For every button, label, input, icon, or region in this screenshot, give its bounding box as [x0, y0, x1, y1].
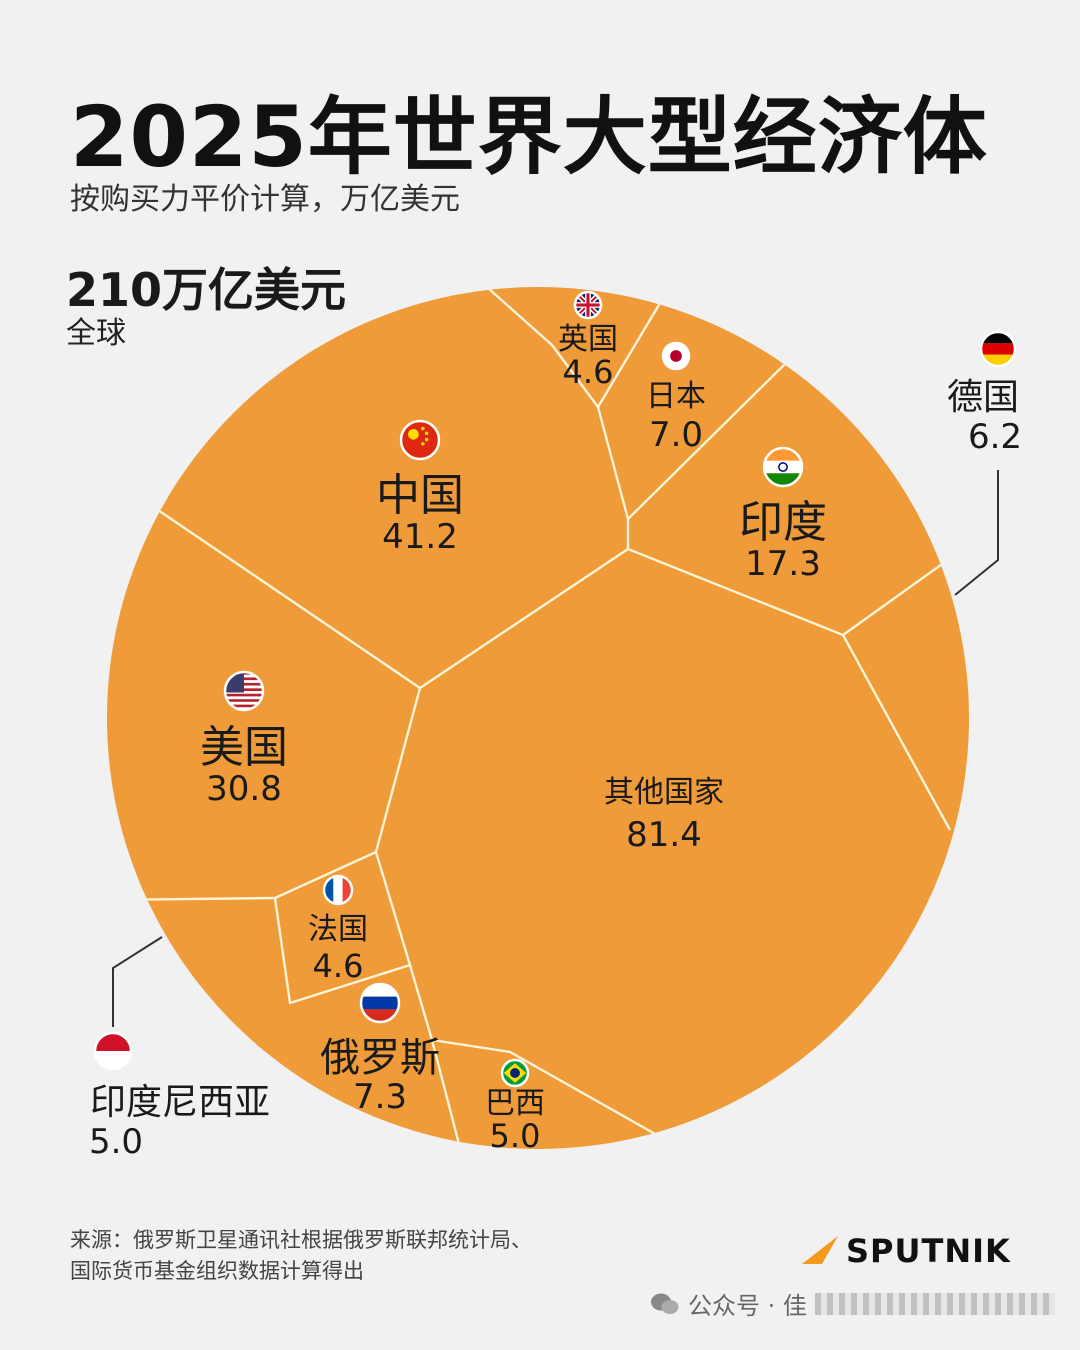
- brazil-flag-icon: [500, 1058, 530, 1088]
- country-value-label: 5.0: [490, 1117, 541, 1155]
- watermark: 公众号 · 佳: [650, 1286, 1055, 1321]
- country-value-label: 6.2: [968, 417, 1022, 457]
- country-name-label: 印度: [739, 497, 827, 548]
- country-item-7: 巴西5.0: [485, 1058, 545, 1155]
- cell-border-5: [841, 634, 952, 831]
- sputnik-logo: SPUTNIK: [800, 1232, 1011, 1270]
- country-value-label: 7.3: [353, 1077, 407, 1117]
- country-value-label: 7.0: [649, 415, 703, 455]
- country-name-label: 俄罗斯: [320, 1035, 440, 1081]
- uk-flag-icon: [573, 290, 603, 320]
- global-total-value: 210万亿美元: [66, 263, 347, 317]
- indonesia-leader-line: [112, 936, 163, 1027]
- usa-flag-icon: [223, 670, 265, 712]
- cell-borders: [109, 287, 952, 1149]
- country-value-label: 30.8: [206, 769, 282, 809]
- cell-border-9: [431, 1038, 681, 1149]
- cell-border-8: [273, 897, 462, 1149]
- global-total-label: 全球: [66, 316, 126, 351]
- country-value-label: 5.0: [89, 1122, 143, 1162]
- country-name-label: 日本: [646, 379, 706, 414]
- country-item-8: 英国4.6: [558, 290, 618, 391]
- france-flag-icon: [322, 874, 354, 906]
- source-note-line-2: 国际货币基金组织数据计算得出: [70, 1259, 364, 1283]
- brand-name: SPUTNIK: [846, 1232, 1011, 1270]
- country-item-9: 法国4.6: [308, 874, 368, 985]
- source-note-line-1: 来源：俄罗斯卫星通讯社根据俄罗斯联邦统计局、: [70, 1228, 532, 1252]
- country-value-label: 17.3: [745, 544, 821, 584]
- cell-border-2: [627, 362, 787, 520]
- chart-disc: [107, 287, 969, 1149]
- sputnik-swoosh-icon: [802, 1236, 838, 1264]
- country-name-label: 英国: [558, 322, 618, 357]
- indonesia-flag-icon: [93, 1031, 133, 1071]
- watermark-text: 公众号 · 佳: [688, 1292, 807, 1320]
- china-flag-icon: [399, 419, 441, 461]
- country-name-label: 其他国家: [604, 775, 724, 810]
- india-flag-icon: [762, 446, 804, 488]
- russia-flag-icon: [359, 982, 401, 1024]
- country-value-label: 41.2: [382, 517, 458, 557]
- subtitle: 按购买力平价计算，万亿美元: [70, 182, 460, 217]
- country-name-label: 印度尼西亚: [90, 1082, 270, 1123]
- country-name-label: 中国: [376, 470, 464, 521]
- leader-lines: [112, 470, 999, 1027]
- country-name-label: 巴西: [485, 1086, 545, 1121]
- cell-border-6: [374, 687, 422, 853]
- japan-flag-icon: [661, 341, 691, 371]
- country-value-label: 81.4: [626, 815, 702, 855]
- country-item-10: 其他国家 81.4: [604, 775, 724, 855]
- country-item-5: 德国6.2: [947, 330, 1022, 457]
- chart-marks: 中国41.2美国30.8印度17.3俄罗斯7.3日本7.0德国6.2印度尼西亚5…: [89, 290, 1022, 1162]
- country-name-label: 法国: [308, 912, 368, 947]
- cell-border-0: [487, 287, 630, 520]
- germany-leader-line: [954, 470, 999, 596]
- germany-flag-icon: [979, 330, 1017, 368]
- watermark-obscured: [814, 1292, 1055, 1315]
- page-title: 2025年世界大型经济体: [70, 88, 988, 186]
- country-name-label: 美国: [200, 722, 288, 773]
- cell-border-4: [626, 519, 946, 637]
- country-value-label: 4.6: [563, 353, 614, 391]
- country-value-label: 4.6: [313, 947, 364, 985]
- country-name-label: 德国: [947, 377, 1019, 418]
- cell-border-7: [109, 850, 412, 966]
- wechat-icon: [651, 1293, 679, 1314]
- country-item-4: 日本7.0: [646, 341, 706, 455]
